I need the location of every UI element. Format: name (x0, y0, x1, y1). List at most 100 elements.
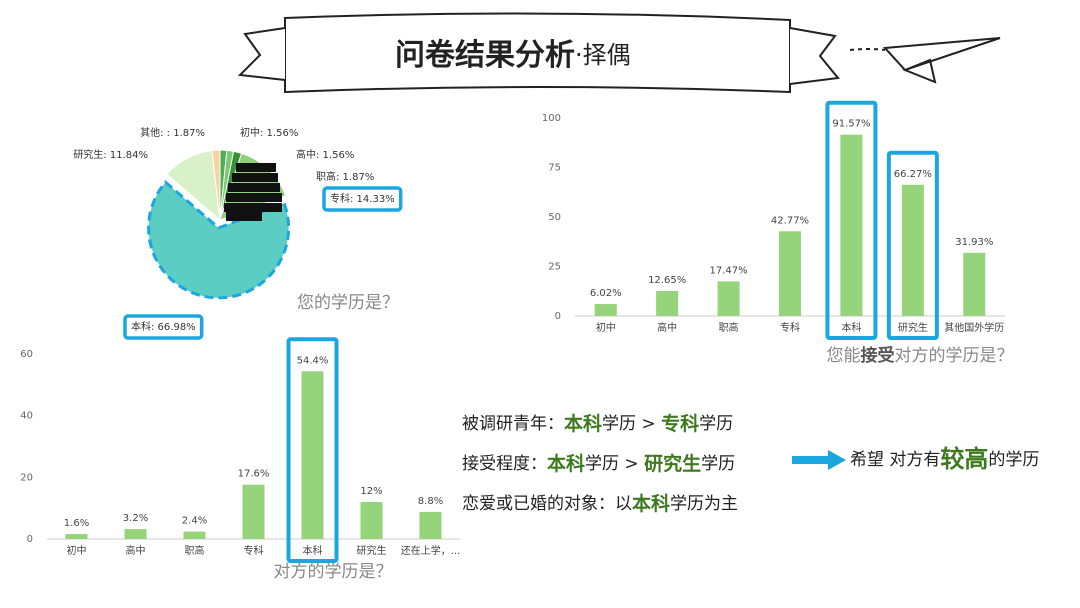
pie-slice (211, 149, 221, 221)
emphasis: 专科 (661, 412, 699, 435)
value-label: 66.27% (894, 169, 932, 180)
emphasis: 本科 (632, 492, 670, 515)
highlight-box (825, 100, 878, 340)
highlight-box (322, 186, 403, 212)
bar (901, 184, 924, 316)
text-run: 恋爱或已婚的对象：以 (462, 493, 632, 514)
emphasis: 研究生 (644, 452, 701, 475)
x-tick-label: 研究生 (898, 321, 928, 334)
arrow (792, 450, 846, 470)
bar (779, 231, 801, 316)
redaction (224, 203, 282, 212)
text-run: 学历 (699, 414, 733, 434)
slice-label: 初中: 1.56% (240, 126, 298, 139)
y-tick-label: 100 (542, 113, 561, 124)
text-run: 的学历 (988, 450, 1039, 470)
y-tick-label: 50 (548, 212, 561, 223)
redaction (228, 183, 280, 192)
bar (301, 371, 324, 539)
value-label: 91.57% (832, 119, 870, 130)
text-run: 学历 (701, 454, 735, 474)
rich-text: 恋爱或已婚的对象：以本科学历为主 (462, 492, 738, 515)
y-tick-label: 0 (27, 534, 33, 545)
emphasis: 本科 (547, 452, 585, 475)
rich-text: 希望 对方有较高的学历 (850, 445, 1039, 473)
y-tick-label: 25 (548, 262, 561, 273)
banner (237, 12, 1001, 94)
value-label: 17.6% (238, 469, 270, 480)
x-tick-label: 初中 (596, 321, 616, 334)
bar (242, 484, 265, 539)
x-tick-label: 专科 (780, 321, 800, 334)
value-label: 8.8% (418, 496, 443, 507)
y-tick-label: 0 (555, 311, 561, 322)
bar (963, 252, 986, 316)
x-tick-label: 其他国外学历 (944, 321, 1004, 334)
slice-label: 专科: 14.33% (330, 192, 395, 205)
x-tick-label: 职高 (185, 544, 205, 557)
bar (419, 511, 442, 539)
highlight-box (123, 314, 204, 340)
value-label: 3.2% (123, 513, 148, 524)
x-tick-label: 职高 (719, 321, 739, 334)
value-label: 12.65% (648, 275, 686, 286)
y-tick-label: 40 (20, 411, 33, 422)
bar (65, 534, 88, 539)
redaction (232, 173, 278, 182)
x-tick-label: 专科 (244, 544, 264, 557)
text-run: 学历 > (585, 454, 644, 474)
bar (360, 502, 383, 539)
text-run: 学历为主 (670, 494, 738, 514)
rich-text: 被调研青年：本科学历 > 专科学历 (462, 412, 733, 435)
value-label: 2.4% (182, 516, 207, 527)
x-tick-label: 初中 (67, 544, 87, 557)
slice-label: 职高: 1.87% (316, 170, 374, 183)
text-run: 希望 对方有 (850, 450, 940, 470)
slice-label: 本科: 66.98% (131, 320, 196, 333)
bar (594, 304, 617, 316)
value-label: 31.93% (955, 237, 993, 248)
emphasis: 较高 (940, 445, 988, 473)
value-label: 17.47% (710, 265, 748, 276)
redaction (236, 163, 276, 172)
value-label: 54.4% (297, 355, 329, 366)
x-tick-label: 研究生 (357, 544, 387, 557)
text-run: 接受程度： (462, 454, 547, 474)
title-sub: ·择偶 (575, 41, 631, 69)
bar (840, 134, 863, 316)
y-tick-label: 20 (20, 472, 33, 483)
rich-text: 您能接受对方的学历是？ (827, 345, 1014, 366)
text-run: 您的学历是？ (297, 293, 399, 313)
rich-text: 接受程度：本科学历 > 研究生学历 (462, 452, 735, 475)
title-main: 问卷结果分析 (395, 38, 575, 73)
x-tick-label: 高中 (126, 544, 146, 557)
bar (717, 281, 740, 316)
rich-text: 对方的学历是？ (274, 562, 393, 582)
highlight-box (286, 337, 339, 563)
rich-text: 您的学历是？ (297, 293, 399, 313)
slice-label: 研究生: 11.84% (73, 148, 148, 161)
text-run: 学历 > (602, 414, 661, 434)
highlight-box (886, 150, 939, 340)
x-tick-label: 高中 (657, 321, 677, 334)
emphasis: 接受 (861, 345, 895, 366)
bar (183, 531, 206, 539)
text-run: 对方的学历是？ (895, 346, 1014, 366)
bar (656, 290, 679, 316)
text-run: 对方的学历是？ (274, 562, 393, 582)
value-label: 12% (360, 486, 382, 497)
value-label: 1.6% (64, 518, 89, 529)
value-label: 42.77% (771, 215, 809, 226)
y-tick-label: 60 (20, 349, 33, 360)
text-run: 您能 (827, 346, 861, 366)
redaction (226, 193, 282, 202)
bar (124, 529, 147, 539)
emphasis: 本科 (564, 412, 602, 435)
title: 问卷结果分析·择偶 (395, 38, 631, 73)
pie-slice (147, 180, 291, 300)
x-tick-label: 还在上学，... (401, 544, 461, 557)
slice-label: 其他: : 1.87% (140, 126, 205, 139)
x-tick-label: 本科 (841, 321, 861, 334)
x-tick-label: 本科 (303, 544, 323, 557)
